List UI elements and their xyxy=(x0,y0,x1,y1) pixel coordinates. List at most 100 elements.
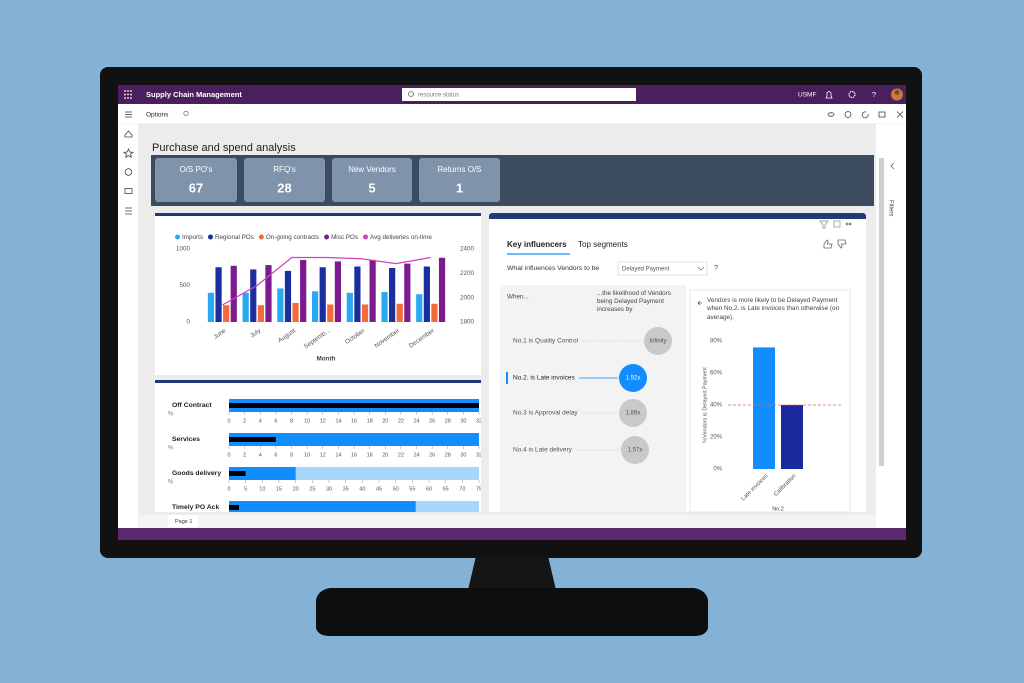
options-button[interactable]: Options xyxy=(146,112,169,119)
filters-label[interactable]: Filters xyxy=(887,200,893,216)
feedback-icons[interactable] xyxy=(823,239,847,249)
likelihood-text: ...the likelihood of Vendors being Delay… xyxy=(597,290,671,314)
toolbar-search-icon[interactable] xyxy=(183,110,189,117)
page-tab[interactable] xyxy=(168,515,198,527)
influence-bubble[interactable] xyxy=(621,436,649,464)
x-tick-label: 4 xyxy=(259,418,262,424)
tab[interactable]: Top segments xyxy=(578,240,628,249)
bar xyxy=(346,292,353,322)
x-tick-label: 32 xyxy=(476,418,482,424)
x-tick-label: 0 xyxy=(227,418,230,424)
bar xyxy=(369,259,376,322)
card-top-cover xyxy=(489,219,866,224)
help[interactable]: ? xyxy=(714,265,718,272)
toolbar-icons xyxy=(827,111,904,119)
bar xyxy=(354,266,361,322)
detail-text: Vendors is more likely to be Delayed Pay… xyxy=(707,297,840,321)
bottom-band xyxy=(118,528,906,540)
x-tick-label: 15 xyxy=(276,486,282,492)
purchase-chart: Imports Regional POs On-going contracts Mis… xyxy=(175,234,475,363)
influence-bubble[interactable] xyxy=(619,364,647,392)
bullet-target xyxy=(229,437,276,442)
x-tick-label: 6 xyxy=(274,418,277,424)
y2-tick-label: 2200 xyxy=(460,270,475,277)
bar xyxy=(431,303,438,322)
x-tick-label: 26 xyxy=(429,452,435,458)
y-tick-label: 500 xyxy=(179,282,190,289)
x-tick-label: 55 xyxy=(409,486,415,492)
legend-label: Regional POs xyxy=(215,234,254,241)
tile[interactable] xyxy=(419,158,500,202)
y-tick-label: 1000 xyxy=(176,246,191,253)
x-tick-label: 5 xyxy=(244,486,247,492)
tile-label: O/S PO's xyxy=(179,165,212,174)
x-tick-label: 24 xyxy=(413,452,419,458)
waffle-icon[interactable] xyxy=(124,90,132,99)
help-icon[interactable]: ? xyxy=(872,90,876,99)
tab[interactable]: Key influencers xyxy=(507,240,567,249)
back-arrow[interactable] xyxy=(697,300,702,306)
bar xyxy=(327,304,334,322)
key-influencers: Key influencers Top segments What influenc… xyxy=(506,240,718,464)
page-tab-label[interactable]: Page 1 xyxy=(175,519,192,525)
bar xyxy=(361,304,369,322)
company[interactable]: USMF xyxy=(798,92,816,99)
bullet-value xyxy=(229,467,296,480)
bar xyxy=(284,270,292,322)
bar xyxy=(781,405,803,469)
search-box[interactable] xyxy=(402,88,636,101)
tile[interactable] xyxy=(244,158,325,202)
bar xyxy=(753,347,775,469)
x-tick-label: 22 xyxy=(398,418,404,424)
x-tick-label: 30 xyxy=(460,452,466,458)
influencer-label[interactable]: No.4 is Late delivery xyxy=(513,447,573,454)
legend-swatch xyxy=(258,234,264,240)
legend-label: Misc POs xyxy=(331,234,358,241)
dropdown-arrow[interactable] xyxy=(697,266,705,271)
dropdown-value[interactable]: Delayed Payment xyxy=(622,267,670,273)
bar xyxy=(230,265,237,322)
tiles: O/S PO's 67 RFQ's 28 New Vendors 5 Returns O/S… xyxy=(155,158,500,202)
bullet-target xyxy=(229,505,239,510)
x-tick-label: 20 xyxy=(293,486,299,492)
settings-icon[interactable] xyxy=(848,90,856,99)
tile[interactable] xyxy=(155,158,237,202)
dropdown[interactable] xyxy=(617,261,708,276)
tile[interactable] xyxy=(332,158,412,202)
visual-icons[interactable] xyxy=(819,220,852,229)
menu-icon[interactable] xyxy=(125,111,132,118)
x-tick-label: 60 xyxy=(426,486,432,492)
influencer-label[interactable]: No.3 is Approval delay xyxy=(513,410,578,417)
nav-icons[interactable] xyxy=(122,130,135,215)
filters-collapse[interactable] xyxy=(890,162,895,170)
x-tick-label: 14 xyxy=(335,418,341,424)
influencer-label[interactable]: No.1 is Quality Control xyxy=(513,338,579,345)
x-tick-label: 18 xyxy=(367,452,373,458)
x-axis-title: Month xyxy=(317,356,336,363)
influence-factor: Infinity xyxy=(649,339,666,345)
bar xyxy=(223,305,230,322)
search-text[interactable]: resource status xyxy=(418,93,459,99)
x-tick-label: 12 xyxy=(320,452,326,458)
x-tick-label: 65 xyxy=(443,486,449,492)
bell-icon[interactable] xyxy=(825,91,833,99)
influence-bubble[interactable] xyxy=(644,327,672,355)
bar xyxy=(404,263,411,322)
x-tick-label: 0 xyxy=(227,452,230,458)
x-tick-label: 20 xyxy=(382,452,388,458)
bar xyxy=(207,292,215,322)
influencer-label[interactable]: No.2. is Late invoices xyxy=(513,375,576,382)
influence-bubble[interactable] xyxy=(619,399,647,427)
bullet-value xyxy=(229,501,416,512)
monitor-base xyxy=(316,588,708,636)
x-tick-label: 6 xyxy=(274,452,277,458)
bar xyxy=(292,303,299,322)
x-tick-label: 10 xyxy=(304,418,310,424)
bullet-label: Timely PO Ack xyxy=(172,504,219,511)
scrollbar[interactable] xyxy=(879,158,884,466)
search-icon xyxy=(408,91,414,97)
y2-tick-label: 1800 xyxy=(460,319,475,326)
y-axis-title: %Vendors is Delayed Payment xyxy=(702,367,708,443)
bullet-unit: % xyxy=(168,412,174,418)
